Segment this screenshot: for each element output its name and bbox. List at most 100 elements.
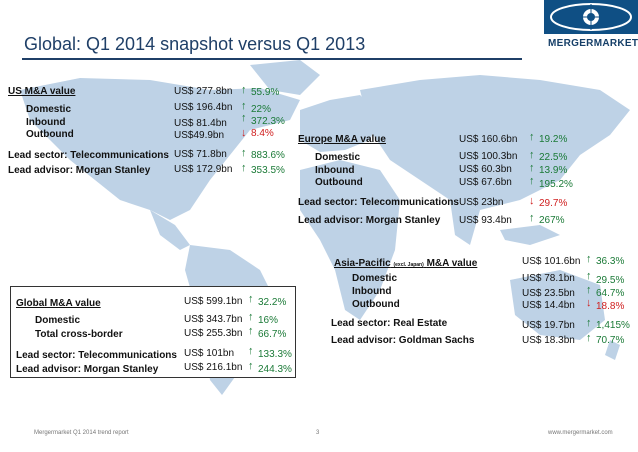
global-sector-change: 133.3%: [258, 349, 292, 360]
apac-total-value: US$ 101.6bn: [522, 256, 581, 267]
world-map: [20, 60, 630, 395]
europe-domestic-change: 22.5%: [539, 152, 568, 163]
up-arrow-icon: ↑: [241, 162, 247, 174]
apac-domestic-change: 29.5%: [596, 275, 625, 286]
down-arrow-icon: ↓: [529, 195, 535, 207]
brand-name: MERGERMARKET: [548, 38, 638, 49]
europe-advisor-change: 267%: [539, 215, 565, 226]
up-arrow-icon: ↑: [248, 293, 254, 305]
apac-advisor-change: 70.7%: [596, 335, 625, 346]
global-crossborder-value: US$ 255.3bn: [184, 328, 243, 339]
europe-inbound-label: Inbound: [315, 165, 355, 176]
us-total-value: US$ 277.8bn: [174, 86, 233, 97]
us-outbound-change: 8.4%: [251, 128, 274, 139]
title-divider: [22, 58, 522, 60]
up-arrow-icon: ↑: [248, 311, 254, 323]
europe-lead-sector: Lead sector: Telecommunications: [298, 197, 459, 208]
footer-report-name: Mergermarket Q1 2014 trend report: [34, 430, 129, 436]
up-arrow-icon: ↑: [248, 325, 254, 337]
page-title: Global: Q1 2014 snapshot versus Q1 2013: [24, 34, 366, 54]
europe-outbound-value: US$ 67.6bn: [459, 177, 512, 188]
global-lead-sector: Lead sector: Telecommunications: [16, 350, 177, 361]
europe-total-change: 19.2%: [539, 134, 568, 145]
up-arrow-icon: ↑: [529, 149, 535, 161]
global-summary-box: [10, 286, 296, 378]
up-arrow-icon: ↑: [586, 284, 592, 296]
global-advisor-value: US$ 216.1bn: [184, 362, 243, 373]
apac-lead-sector: Lead sector: Real Estate: [331, 318, 448, 329]
us-sector-value: US$ 71.8bn: [174, 149, 227, 160]
up-arrow-icon: ↑: [248, 360, 254, 372]
up-arrow-icon: ↑: [529, 131, 535, 143]
apac-sector-value: US$ 19.7bn: [522, 320, 575, 331]
us-sector-change: 883.6%: [251, 150, 285, 161]
europe-lead-advisor: Lead advisor: Morgan Stanley: [298, 215, 441, 226]
apac-heading-region: Asia-Pacific: [334, 258, 391, 269]
apac-inbound-change: 64.7%: [596, 288, 625, 299]
apac-heading-note: (excl. Japan): [393, 262, 424, 268]
eye-globe-logo-icon: [544, 0, 638, 34]
global-advisor-change: 244.3%: [258, 364, 292, 375]
up-arrow-icon: ↑: [248, 345, 254, 357]
europe-outbound-change: 195.2%: [539, 179, 573, 190]
us-outbound-label: Outbound: [26, 129, 74, 140]
europe-heading: Europe M&A value: [298, 134, 386, 145]
global-sector-value: US$ 101bn: [184, 348, 235, 359]
global-total-change: 32.2%: [258, 297, 287, 308]
up-arrow-icon: ↑: [529, 175, 535, 187]
us-outbound-value: US$49.9bn: [174, 130, 225, 141]
up-arrow-icon: ↑: [586, 270, 592, 282]
apac-domestic-label: Domestic: [352, 273, 398, 284]
apac-domestic-value: US$ 78.1bn: [522, 273, 575, 284]
us-lead-sector: Lead sector: Telecommunications: [8, 150, 169, 161]
up-arrow-icon: ↑: [586, 253, 592, 265]
europe-domestic-value: US$ 100.3bn: [459, 151, 518, 162]
up-arrow-icon: ↑: [586, 332, 592, 344]
us-domestic-label: Domestic: [26, 104, 72, 115]
us-inbound-label: Inbound: [26, 117, 66, 128]
us-inbound-change: 372.3%: [251, 116, 285, 127]
apac-lead-advisor: Lead advisor: Goldman Sachs: [331, 335, 475, 346]
up-arrow-icon: ↑: [529, 162, 535, 174]
us-total-change: 55.9%: [251, 87, 280, 98]
europe-inbound-value: US$ 60.3bn: [459, 164, 512, 175]
europe-total-value: US$ 160.6bn: [459, 134, 518, 145]
apac-outbound-value: US$ 14.4bn: [522, 300, 575, 311]
us-domestic-value: US$ 196.4bn: [174, 102, 233, 113]
footer-page-number: 3: [316, 430, 320, 436]
global-domestic-change: 16%: [258, 315, 279, 326]
up-arrow-icon: ↑: [586, 317, 592, 329]
apac-inbound-label: Inbound: [352, 286, 392, 297]
apac-heading-suffix: M&A value: [426, 258, 478, 269]
global-lead-advisor: Lead advisor: Morgan Stanley: [16, 364, 159, 375]
us-domestic-change: 22%: [251, 104, 272, 115]
down-arrow-icon: ↓: [586, 297, 592, 309]
europe-sector-value: US$ 23bn: [459, 197, 504, 208]
apac-advisor-value: US$ 18.3bn: [522, 335, 575, 346]
global-domestic-label: Domestic: [35, 315, 81, 326]
global-crossborder-change: 66.7%: [258, 329, 287, 340]
europe-sector-change: 29.7%: [539, 198, 568, 209]
apac-total-change: 36.3%: [596, 256, 625, 267]
global-total-value: US$ 599.1bn: [184, 296, 243, 307]
apac-outbound-label: Outbound: [352, 299, 400, 310]
europe-outbound-label: Outbound: [315, 177, 363, 188]
up-arrow-icon: ↑: [241, 84, 247, 96]
apac-heading: Asia-Pacific (excl. Japan) M&A value: [334, 258, 477, 269]
apac-outbound-change: 18.8%: [596, 301, 625, 312]
footer-website: www.mergermarket.com: [548, 430, 613, 436]
europe-inbound-change: 13.9%: [539, 165, 568, 176]
europe-advisor-value: US$ 93.4bn: [459, 215, 512, 226]
up-arrow-icon: ↑: [529, 212, 535, 224]
up-arrow-icon: ↑: [241, 100, 247, 112]
global-domestic-value: US$ 343.7bn: [184, 314, 243, 325]
up-arrow-icon: ↑: [241, 112, 247, 124]
global-crossborder-label: Total cross-border: [35, 329, 123, 340]
apac-sector-change: 1,415%: [596, 320, 630, 331]
us-advisor-value: US$ 172.9bn: [174, 164, 233, 175]
us-heading: US M&A value: [8, 86, 76, 97]
down-arrow-icon: ↓: [241, 127, 247, 139]
apac-inbound-value: US$ 23.5bn: [522, 288, 575, 299]
europe-domestic-label: Domestic: [315, 152, 361, 163]
us-inbound-value: US$ 81.4bn: [174, 118, 227, 129]
